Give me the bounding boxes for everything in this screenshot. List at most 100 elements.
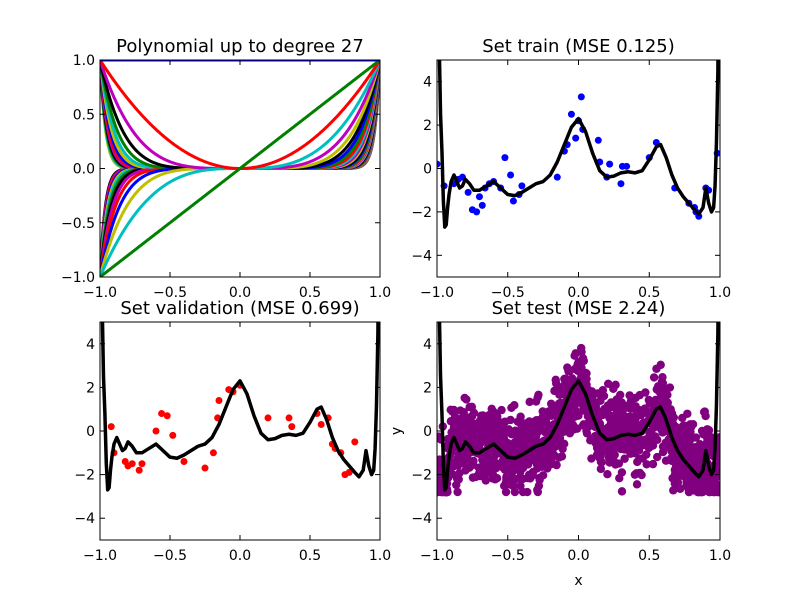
data-point bbox=[107, 423, 115, 431]
x-tick-label: 0.0 bbox=[229, 285, 251, 301]
data-point bbox=[486, 433, 495, 442]
data-point bbox=[617, 180, 625, 188]
x-tick-label: 1.0 bbox=[369, 548, 391, 564]
y-tick-label: 2 bbox=[423, 118, 432, 134]
data-point bbox=[572, 134, 580, 142]
data-point bbox=[695, 439, 705, 449]
data-point bbox=[478, 411, 488, 420]
data-point bbox=[587, 454, 596, 463]
data-point bbox=[475, 193, 483, 201]
data-point bbox=[514, 460, 523, 469]
plot-area bbox=[100, 322, 380, 492]
plot-area bbox=[100, 60, 380, 277]
data-point bbox=[509, 197, 517, 205]
data-point bbox=[575, 361, 585, 370]
data-point bbox=[468, 473, 478, 482]
subplot-test: Set test (MSE 2.24) −1.0 −0.5 0.0 0.5 1.0 −4 −2… bbox=[389, 298, 731, 589]
data-point bbox=[606, 160, 614, 168]
data-point bbox=[449, 405, 459, 415]
data-point bbox=[525, 397, 534, 407]
data-point bbox=[437, 459, 443, 469]
data-point bbox=[567, 110, 575, 118]
subplot-validation: Set validation (MSE 0.699) −1.0 −0.5 0.0 0.5… bbox=[74, 298, 391, 564]
data-point bbox=[462, 450, 471, 459]
data-point bbox=[469, 460, 478, 470]
data-point bbox=[345, 468, 353, 476]
data-point bbox=[661, 399, 670, 409]
data-point bbox=[630, 440, 639, 449]
plot-area bbox=[437, 322, 720, 497]
data-point bbox=[609, 398, 618, 408]
data-point bbox=[592, 438, 601, 447]
data-point bbox=[467, 402, 477, 411]
data-point bbox=[642, 450, 651, 459]
x-tick-label: 1.0 bbox=[369, 285, 391, 301]
data-point bbox=[579, 420, 588, 429]
data-point bbox=[158, 410, 166, 418]
data-point bbox=[497, 405, 506, 415]
x-tick-label: −1.0 bbox=[420, 548, 454, 564]
data-point bbox=[457, 426, 466, 435]
data-point bbox=[701, 411, 710, 421]
model-fit-line bbox=[437, 60, 720, 229]
x-tick-label: 1.0 bbox=[709, 285, 731, 301]
data-point bbox=[644, 395, 654, 405]
data-point bbox=[648, 459, 658, 469]
data-point bbox=[518, 182, 526, 190]
data-point bbox=[594, 136, 602, 144]
data-point bbox=[611, 380, 620, 390]
data-point bbox=[285, 414, 293, 422]
data-point bbox=[564, 366, 573, 376]
data-point bbox=[658, 373, 667, 382]
data-point bbox=[506, 415, 515, 425]
data-point bbox=[508, 481, 518, 491]
data-point bbox=[455, 419, 465, 428]
y-tick-label: −2 bbox=[411, 205, 432, 221]
chart-title: Polynomial up to degree 27 bbox=[116, 36, 364, 57]
y-tick-label: 2 bbox=[423, 380, 432, 396]
data-point bbox=[632, 480, 642, 489]
y-tick-label: −1.0 bbox=[61, 270, 95, 286]
data-point bbox=[450, 426, 459, 436]
data-point bbox=[687, 452, 697, 462]
data-point bbox=[640, 435, 649, 445]
data-point bbox=[713, 472, 720, 481]
chart-title: Set test (MSE 2.24) bbox=[492, 298, 666, 319]
data-point bbox=[264, 414, 272, 422]
data-point bbox=[478, 201, 486, 209]
data-point bbox=[576, 343, 586, 353]
y-tick-label: −2 bbox=[74, 468, 95, 484]
data-point bbox=[553, 441, 562, 450]
data-point bbox=[496, 439, 505, 448]
y-tick-label: 2 bbox=[86, 380, 95, 396]
data-point bbox=[557, 452, 567, 461]
data-point bbox=[533, 487, 543, 497]
data-point bbox=[622, 436, 632, 446]
data-point bbox=[553, 173, 561, 181]
data-point bbox=[516, 467, 525, 477]
data-point bbox=[518, 474, 528, 484]
data-point bbox=[620, 454, 629, 463]
data-point bbox=[288, 423, 296, 431]
data-point bbox=[443, 434, 453, 444]
data-point bbox=[453, 487, 462, 497]
data-point bbox=[487, 404, 496, 414]
data-point bbox=[712, 487, 720, 497]
data-point bbox=[450, 412, 460, 422]
data-point bbox=[616, 390, 625, 400]
data-point bbox=[455, 452, 465, 461]
data-point bbox=[467, 412, 477, 421]
data-point bbox=[511, 426, 520, 435]
x-tick-label: 1.0 bbox=[709, 548, 731, 564]
data-point bbox=[509, 442, 519, 452]
y-tick-label: 4 bbox=[423, 75, 432, 91]
data-point bbox=[492, 474, 502, 483]
data-point bbox=[617, 468, 627, 477]
data-point bbox=[626, 396, 636, 406]
x-tick-label: 0.0 bbox=[567, 548, 589, 564]
data-point bbox=[610, 417, 619, 426]
data-point bbox=[499, 423, 508, 432]
x-tick-label: −0.5 bbox=[153, 285, 187, 301]
x-axis-label: x bbox=[574, 573, 582, 589]
